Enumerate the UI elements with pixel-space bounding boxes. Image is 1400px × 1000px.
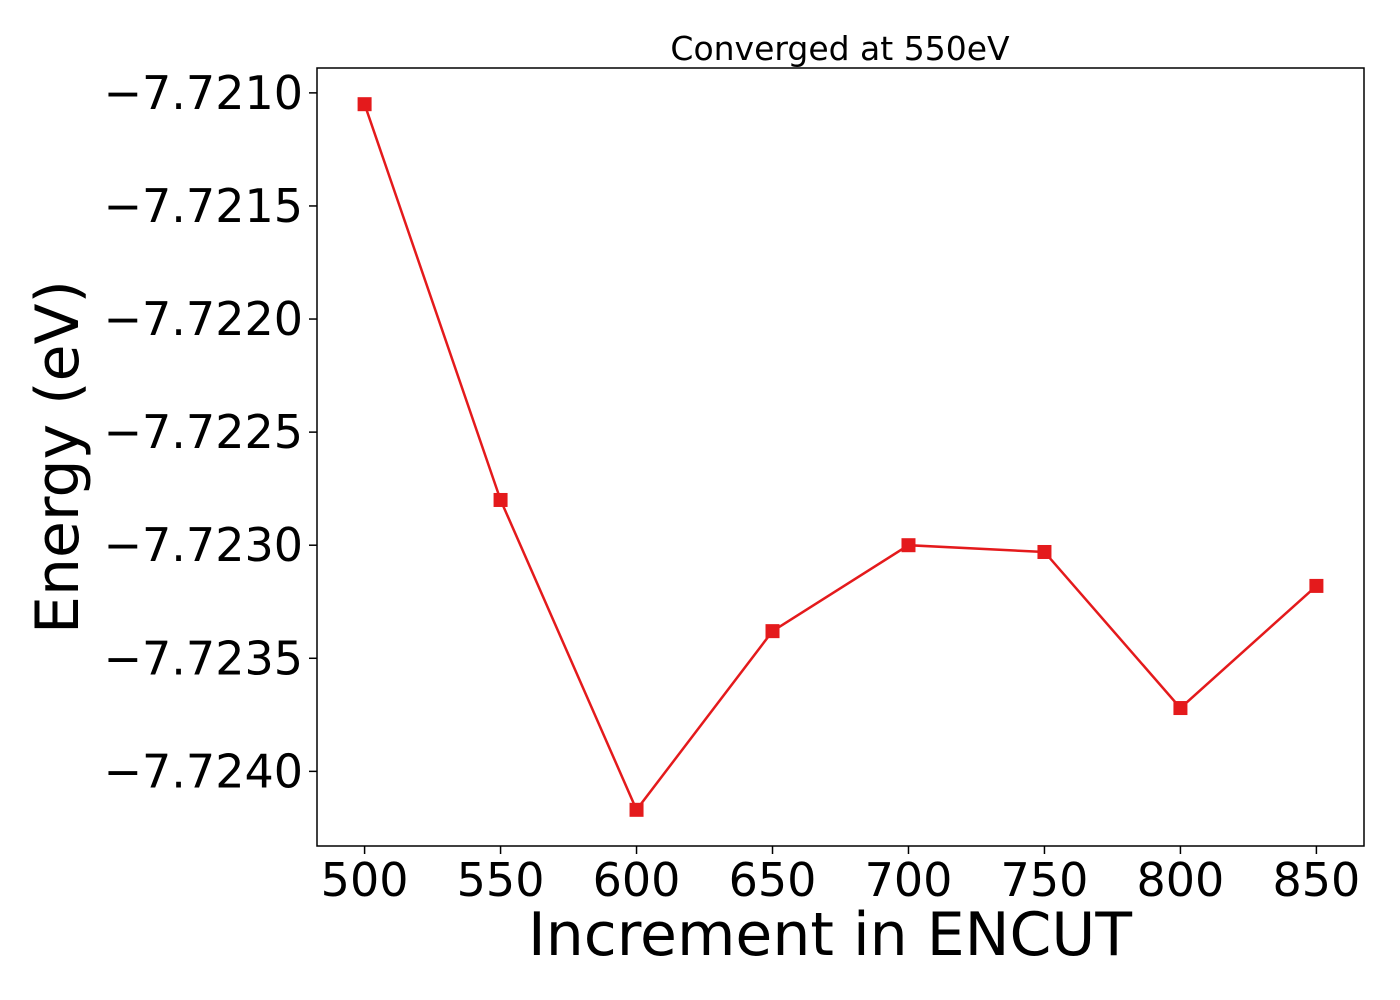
data-point-marker [357, 97, 372, 112]
x-tick-label: 550 [457, 853, 545, 907]
x-axis-label: Increment in ENCUT [528, 900, 1132, 970]
y-tick-label: −7.7240 [104, 744, 304, 798]
x-tick-label: 500 [321, 853, 409, 907]
y-tick-label: −7.7230 [104, 518, 304, 572]
chart-title: Converged at 550eV [670, 29, 1010, 68]
y-tick-label: −7.7215 [104, 179, 304, 233]
x-tick-label: 650 [729, 853, 817, 907]
series-line [363, 103, 1318, 813]
y-axis: −7.7210 −7.7215 −7.7220 −7.7225 −7.7230 −7.72… [104, 66, 317, 798]
x-tick-label: 800 [1137, 853, 1225, 907]
x-axis: 500 550 600 650 700 750 800 850 [321, 846, 1361, 907]
x-tick-label: 850 [1273, 853, 1361, 907]
data-point-marker [1309, 578, 1324, 593]
data-point-marker [901, 538, 916, 553]
x-tick-label: 700 [865, 853, 953, 907]
data-point-marker [1173, 701, 1188, 716]
y-tick-label: −7.7225 [104, 405, 304, 459]
data-point-marker [629, 802, 644, 817]
data-point-marker [765, 624, 780, 639]
data-point-marker [493, 492, 508, 507]
data-point-marker [1037, 544, 1052, 559]
series-group [357, 97, 1324, 817]
x-tick-label: 750 [1001, 853, 1089, 907]
x-tick-label: 600 [593, 853, 681, 907]
plot-frame [316, 67, 1365, 847]
y-axis-label: Energy (eV) [23, 280, 93, 634]
y-tick-label: −7.7220 [104, 292, 304, 346]
y-tick-label: −7.7210 [104, 66, 304, 120]
y-tick-label: −7.7235 [104, 631, 304, 685]
